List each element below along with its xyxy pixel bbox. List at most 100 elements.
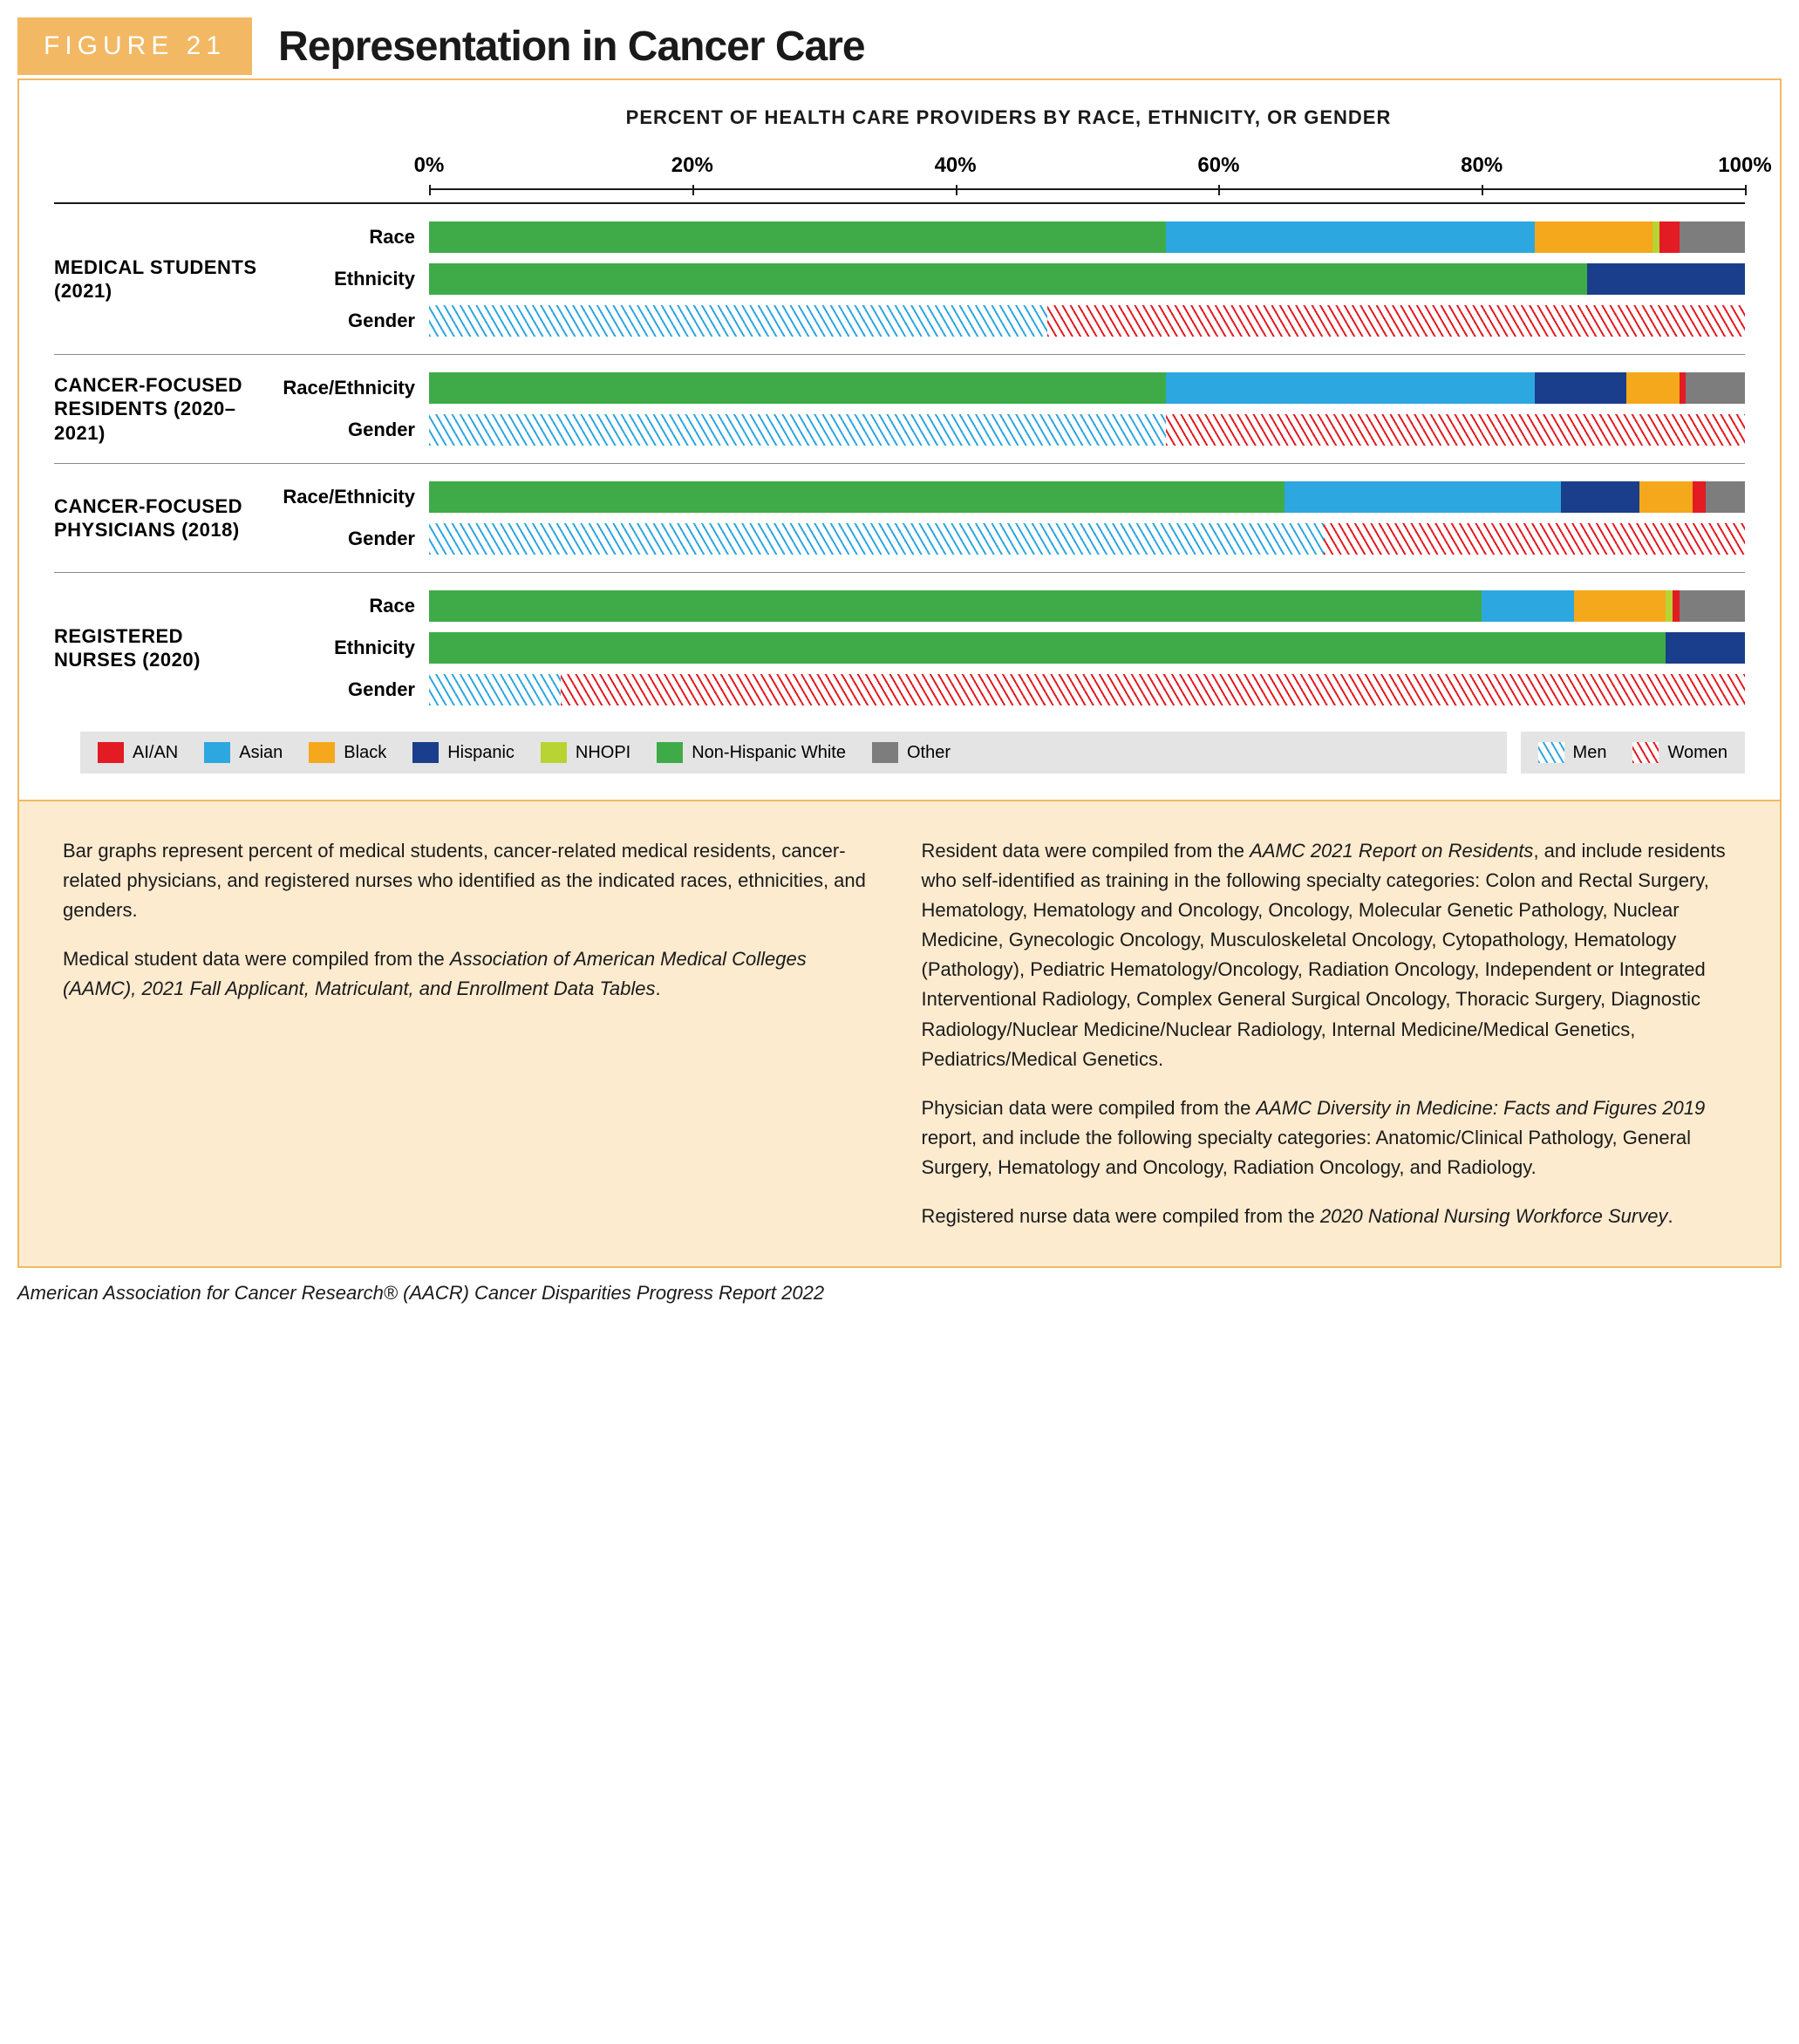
bar-segment-asian <box>1482 590 1574 622</box>
stacked-bar <box>429 414 1745 446</box>
bar-segment-women <box>561 674 1745 705</box>
bar-segment-hispanic <box>1666 632 1745 664</box>
axis-tick <box>1482 185 1483 195</box>
bar-cell <box>429 216 1745 258</box>
legend-swatch <box>872 742 898 763</box>
bar-row-label: Ethnicity <box>263 268 429 290</box>
bar-segment-hispanic <box>1587 263 1745 295</box>
bar-segment-black <box>1639 481 1692 513</box>
bar-segment-men <box>429 523 1324 555</box>
bar-segment-white <box>429 481 1285 513</box>
bar-segment-aian <box>1673 590 1680 622</box>
axis-tick <box>956 185 957 195</box>
bar-segment-women <box>1047 305 1745 337</box>
legend-label: Men <box>1573 743 1607 763</box>
axis-tick <box>1218 185 1220 195</box>
bar-cell <box>429 476 1745 518</box>
bar-cell <box>429 585 1745 627</box>
caption-paragraph: Medical student data were compiled from … <box>63 944 878 1004</box>
group-label: REGISTERED NURSES (2020) <box>54 624 263 672</box>
bar-segment-white <box>429 263 1587 295</box>
stacked-bar <box>429 674 1745 705</box>
legend-solid-group: AI/AN Asian Black Hispanic NHOPI Non-Hispanic… <box>80 732 1507 773</box>
legend-item-white: Non-Hispanic White <box>657 742 846 763</box>
legend-row: AI/AN Asian Black Hispanic NHOPI Non-Hispanic… <box>54 732 1745 773</box>
caption-paragraph: Registered nurse data were compiled from… <box>922 1202 1737 1231</box>
bar-segment-black <box>1626 372 1679 404</box>
title-row: FIGURE 21 Representation in Cancer Care <box>17 17 1782 75</box>
bar-segment-hispanic <box>1535 372 1627 404</box>
legend-item-hispanic: Hispanic <box>412 742 514 763</box>
stacked-bar <box>429 632 1745 664</box>
caption-paragraph: Physician data were compiled from the AA… <box>922 1094 1737 1182</box>
bar-cell <box>429 627 1745 669</box>
bar-row-label: Race <box>263 226 429 249</box>
bar-cell <box>429 300 1745 342</box>
legend-swatch <box>98 742 124 763</box>
axis-tick-label: 40% <box>935 153 977 178</box>
bar-cell <box>429 518 1745 560</box>
bar-segment-men <box>429 674 561 705</box>
legend-label: AI/AN <box>133 743 178 763</box>
bar-segment-nhopi <box>1652 221 1659 253</box>
group-divider <box>54 202 1745 204</box>
bar-cell <box>429 258 1745 300</box>
group-divider <box>54 572 1745 573</box>
bar-row-label: Gender <box>263 678 429 701</box>
group-label: CANCER-FOCUSED RESIDENTS (2020–2021) <box>54 373 263 446</box>
axis-tick-label: 60% <box>1197 153 1239 178</box>
legend-label: Other <box>907 743 951 763</box>
axis-tick-label: 100% <box>1718 153 1771 178</box>
bar-segment-aian <box>1659 221 1680 253</box>
legend-label: Asian <box>239 743 283 763</box>
axis-tick <box>1745 185 1747 195</box>
chart-heading: PERCENT OF HEALTH CARE PROVIDERS BY RACE… <box>272 106 1745 129</box>
legend-label: Non-Hispanic White <box>692 743 846 763</box>
bar-row-label: Gender <box>263 310 429 332</box>
legend-swatch <box>1632 742 1659 763</box>
figure-number-label: FIGURE 21 <box>17 17 252 75</box>
bar-row-label: Race <box>263 595 429 617</box>
stacked-bar <box>429 263 1745 295</box>
legend-swatch <box>309 742 335 763</box>
legend-item-nhopi: NHOPI <box>541 742 630 763</box>
legend-item-black: Black <box>309 742 386 763</box>
bar-segment-black <box>1574 590 1666 622</box>
bar-row-label: Gender <box>263 528 429 550</box>
legend-item-other: Other <box>872 742 951 763</box>
bar-segment-nhopi <box>1666 590 1673 622</box>
figure-title: Representation in Cancer Care <box>278 23 865 71</box>
legend-label: Hispanic <box>447 743 514 763</box>
axis-tick-label: 20% <box>671 153 713 178</box>
legend-swatch <box>1538 742 1564 763</box>
footnote: American Association for Cancer Research… <box>17 1268 1782 1305</box>
bar-row-label: Race/Ethnicity <box>263 377 429 399</box>
legend-hatch-group: Men Women <box>1521 732 1745 773</box>
stacked-bar <box>429 523 1745 555</box>
legend-label: NHOPI <box>576 743 630 763</box>
stacked-bar <box>429 221 1745 253</box>
bar-segment-men <box>429 305 1047 337</box>
axis-tick-label: 80% <box>1461 153 1503 178</box>
bar-segment-asian <box>1166 221 1535 253</box>
legend-swatch <box>541 742 567 763</box>
bar-segment-white <box>429 221 1166 253</box>
bar-row-label: Race/Ethnicity <box>263 486 429 508</box>
stacked-bar <box>429 590 1745 622</box>
legend-label: Women <box>1667 743 1727 763</box>
legend-item-women: Women <box>1632 742 1727 763</box>
bar-cell <box>429 409 1745 451</box>
group-label: CANCER-FOCUSED PHYSICIANS (2018) <box>54 494 263 542</box>
bar-segment-aian <box>1693 481 1706 513</box>
stacked-bar <box>429 481 1745 513</box>
bar-segment-white <box>429 632 1666 664</box>
bar-segment-other <box>1706 481 1745 513</box>
bar-segment-hispanic <box>1561 481 1640 513</box>
legend-swatch <box>204 742 230 763</box>
legend-swatch <box>657 742 683 763</box>
legend-item-asian: Asian <box>204 742 283 763</box>
legend-label: Black <box>344 743 386 763</box>
bar-row-label: Ethnicity <box>263 637 429 659</box>
bar-segment-other <box>1680 221 1745 253</box>
group-label: MEDICAL STUDENTS (2021) <box>54 256 263 303</box>
